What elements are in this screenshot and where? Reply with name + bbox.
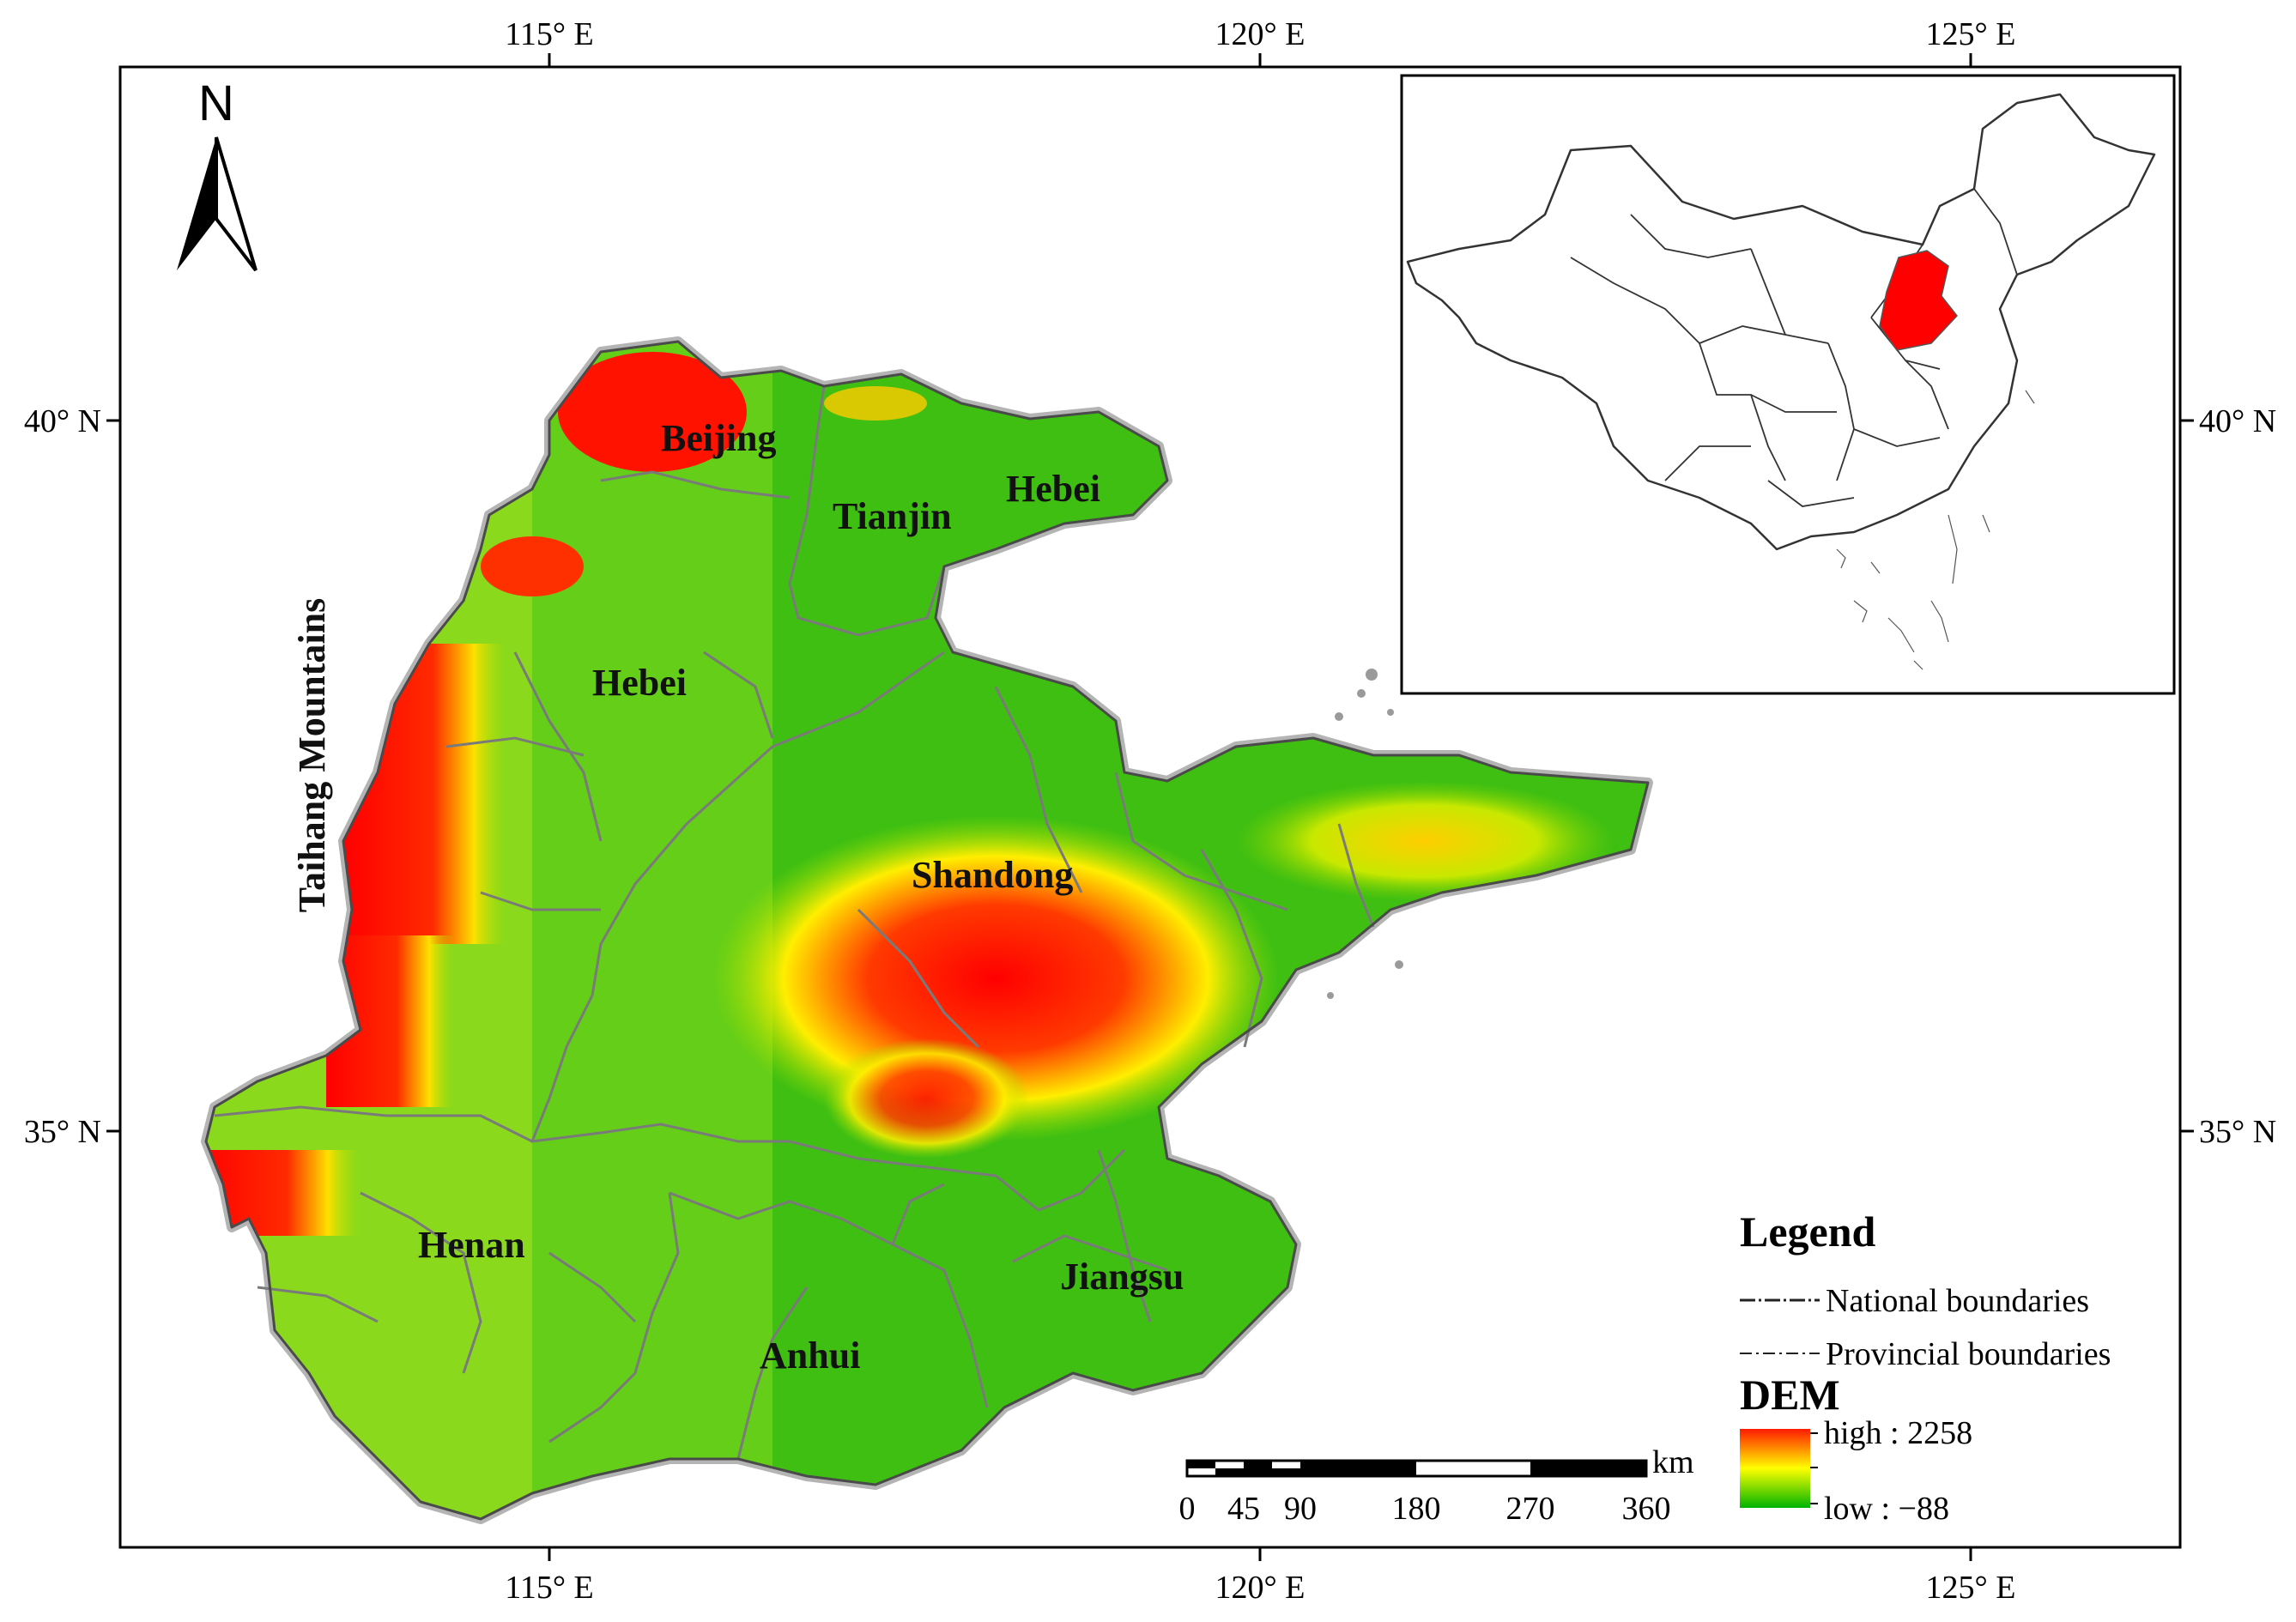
inset-provinces [1570,188,2018,507]
legend-national-label: National boundaries [1826,1283,2089,1319]
bottom-tick-115: 115° E [505,1570,594,1606]
label-anhui: Anhui [760,1335,860,1377]
beijing-high [558,352,747,472]
legend-provincial-label: Provincial boundaries [1826,1336,2111,1372]
provincial-boundaries [214,385,1375,1460]
study-area-outline [204,340,1650,1521]
bottom-tick-125: 125° E [1926,1570,2016,1606]
scale-tick-270: 270 [1506,1491,1555,1527]
south-china-sea-islands [1836,390,2035,670]
label-shandong: Shandong [912,854,1073,896]
islands [1327,669,1403,999]
label-tianjin: Tianjin [833,495,952,537]
top-tick-115: 115° E [505,16,594,52]
bottom-tick-120: 120° E [1215,1570,1306,1606]
inset-map [1400,74,2176,695]
label-taihang-mountains: Taihang Mountains [291,598,333,912]
top-tick-125: 125° E [1926,16,2016,52]
legend-title: Legend [1740,1207,1876,1256]
scale-tick-180: 180 [1392,1491,1441,1527]
scale-unit: km [1652,1444,1694,1480]
scale-bar: km 0 45 90 180 270 360 [1179,1444,1694,1527]
right-tick-35: 35° N [2199,1114,2276,1150]
label-henan: Henan [418,1224,525,1266]
dem-high-label: high : 2258 [1824,1415,1972,1451]
left-tick-40: 40° N [24,403,101,439]
scale-tick-45: 45 [1227,1491,1260,1527]
label-beijing: Beijing [661,417,776,459]
scale-tick-360: 360 [1622,1491,1671,1527]
china-outline [1406,93,2156,551]
right-tick-40: 40° N [2199,403,2276,439]
label-jiangsu: Jiangsu [1060,1256,1184,1298]
study-area-highlight [1879,250,1958,351]
dem-colorbar [1740,1429,1810,1508]
dem-low-label: low : −88 [1824,1491,1949,1527]
scale-tick-90: 90 [1284,1491,1317,1527]
north-arrow-icon: N [177,76,257,272]
frame-ticks [106,53,2194,1561]
label-hebei: Hebei [592,662,687,704]
scale-tick-0: 0 [1179,1491,1196,1527]
label-hebei-ne: Hebei [1006,468,1100,510]
top-tick-120: 120° E [1215,16,1306,52]
left-tick-35: 35° N [24,1114,101,1150]
north-label: N [198,76,234,131]
legend-dem-title: DEM [1740,1371,1840,1419]
legend: Legend National boundaries Provincial bo… [1740,1207,2111,1527]
